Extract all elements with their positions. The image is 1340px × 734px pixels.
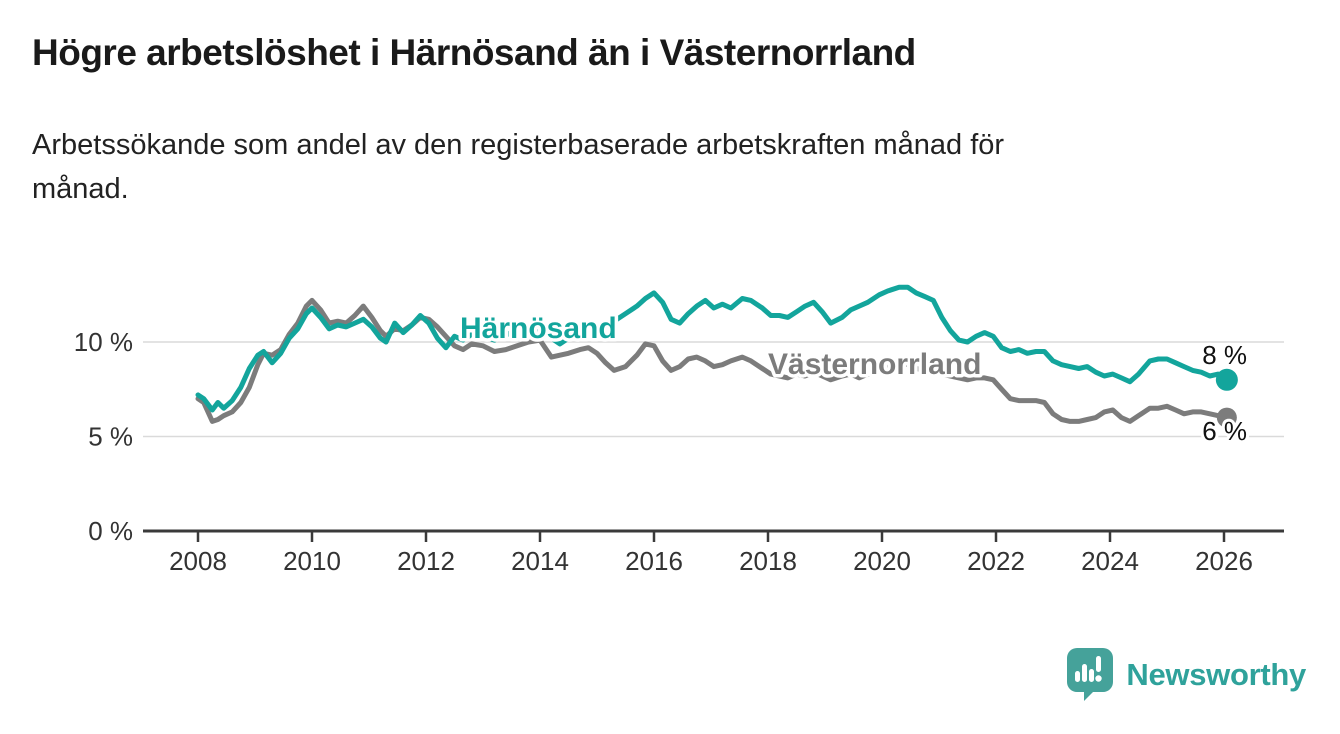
series-label-vsternorrland: Västernorrland	[768, 348, 981, 381]
series-line-hrnsand	[195, 284, 1230, 413]
end-dot-vsternorrland	[1216, 407, 1237, 428]
chart-subtitle: Arbetssökande som andel av den registerb…	[32, 129, 1005, 205]
page-title: Högre arbetslöshet i Härnösand än i Väst…	[32, 32, 916, 73]
y-tick-label-5: 5 %	[88, 422, 133, 452]
chart-svg: 0 % 5 % 10 % 2008 2010 2012 2014 2016 2018 2020 20…	[74, 284, 1284, 576]
x-tick-label-2014: 2014	[511, 546, 569, 576]
series-line-vsternorrland	[195, 297, 1230, 424]
x-tick-label-2016: 2016	[625, 546, 683, 576]
newsworthy-brand: Newsworthy	[1066, 647, 1306, 702]
y-tick-label-10: 10 %	[74, 327, 133, 357]
x-tick-label-2020: 2020	[853, 546, 911, 576]
end-label-hrnsand: 8 %	[1202, 340, 1247, 370]
brand-name: Newsworthy	[1126, 656, 1306, 692]
x-tick-label-2012: 2012	[397, 546, 455, 576]
x-tick-label-2024: 2024	[1081, 546, 1139, 576]
x-tick-label-2026: 2026	[1195, 546, 1253, 576]
newsworthy-logo-icon	[1067, 648, 1114, 701]
y-tick-label-0: 0 %	[88, 516, 133, 546]
series-label-hrnsand: Härnösand	[460, 312, 617, 345]
x-tick-label-2022: 2022	[967, 546, 1025, 576]
bar-chart-glyph	[1075, 656, 1103, 682]
x-tick-label-2008: 2008	[169, 546, 227, 576]
end-dot-hrnsand	[1215, 368, 1238, 391]
x-tick-label-2010: 2010	[283, 546, 341, 576]
end-label-vsternorrland: 6 %	[1202, 416, 1247, 446]
x-tick-label-2018: 2018	[739, 546, 797, 576]
